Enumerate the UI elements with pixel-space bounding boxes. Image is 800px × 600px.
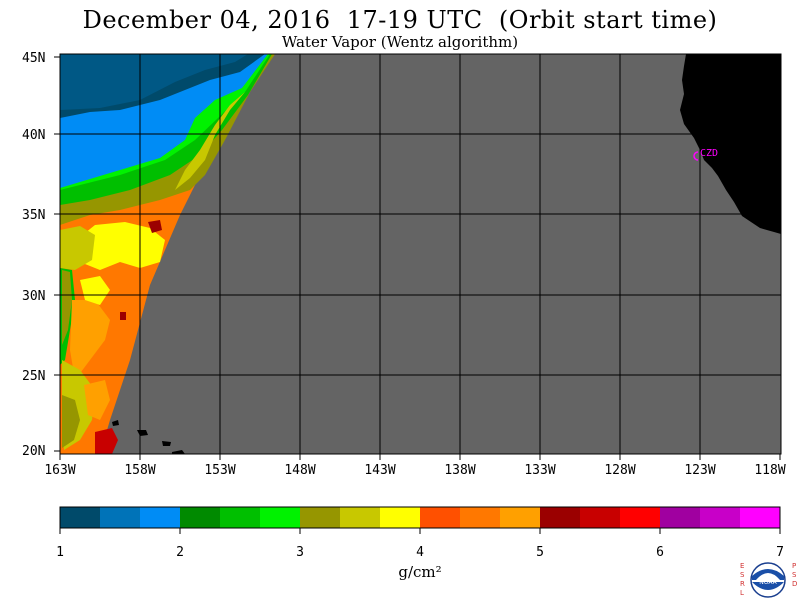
station-marker: [693, 151, 699, 161]
bird-icon: [756, 573, 780, 580]
map-frame: [59, 53, 782, 455]
esrl-letter: E: [740, 562, 744, 570]
lon-label: 133W: [524, 463, 555, 478]
lat-ticks: [54, 56, 60, 452]
lat-label: 20N: [22, 444, 45, 459]
psd-letter: D: [792, 580, 797, 588]
noaa-logo: E S R L NOAA P S D: [740, 562, 797, 598]
colorbar-labels: 1 2 3 4 5 6 7: [56, 545, 784, 560]
colorbar-tick-label: 4: [416, 545, 424, 560]
colorbar-swatch: [700, 507, 741, 528]
map-subtitle: Water Vapor (Wentz algorithm): [281, 33, 519, 51]
lon-label: 163W: [44, 463, 75, 478]
lon-label: 158W: [124, 463, 155, 478]
esrl-letter: L: [740, 589, 744, 597]
noaa-emblem-text: NOAA: [759, 579, 777, 586]
colorbar-swatch: [180, 507, 221, 528]
lat-label: 45N: [22, 51, 45, 66]
colorbar-tick-label: 6: [656, 545, 664, 560]
land-mass: [680, 54, 781, 234]
lat-label: 40N: [22, 128, 45, 143]
colorbar-swatch: [380, 507, 421, 528]
colorbar-tick-label: 5: [536, 545, 544, 560]
lon-label: 123W: [684, 463, 715, 478]
colorbar-tick-label: 7: [776, 545, 784, 560]
colorbar-swatch: [340, 507, 381, 528]
colorbar-swatch: [300, 507, 341, 528]
lon-label: 148W: [284, 463, 315, 478]
colorbar-tick-label: 1: [56, 545, 64, 560]
colorbar-swatch: [740, 507, 781, 528]
colorbar-swatch: [260, 507, 301, 528]
colorbar-swatch: [460, 507, 501, 528]
station-label: CZD: [700, 148, 718, 159]
water-vapor-swath: [60, 54, 275, 454]
lat-label: 25N: [22, 369, 45, 384]
colorbar: [60, 507, 781, 528]
map-grid: [60, 54, 781, 454]
lon-label: 128W: [604, 463, 635, 478]
colorbar-swatch: [660, 507, 701, 528]
lon-ticks: [59, 454, 781, 460]
psd-letter: S: [792, 571, 797, 579]
colorbar-swatch: [100, 507, 141, 528]
colorbar-swatch: [540, 507, 581, 528]
esrl-letter: S: [740, 571, 745, 579]
colorbar-swatch: [500, 507, 541, 528]
lon-label: 143W: [364, 463, 395, 478]
colorbar-swatch: [60, 507, 101, 528]
colorbar-swatch: [620, 507, 661, 528]
lat-label: 35N: [22, 208, 45, 223]
colorbar-tick-label: 2: [176, 545, 184, 560]
colorbar-swatch: [220, 507, 261, 528]
lon-label: 118W: [754, 463, 785, 478]
colorbar-swatch: [420, 507, 461, 528]
longitude-labels: 163W 158W 153W 148W 143W 138W 133W 128W …: [44, 463, 785, 478]
colorbar-units: g/cm²: [398, 563, 441, 581]
esrl-letter: R: [740, 580, 745, 588]
lat-label: 30N: [22, 289, 45, 304]
colorbar-swatch: [140, 507, 181, 528]
noaa-emblem-sea: [752, 582, 784, 590]
psd-letter: P: [792, 562, 796, 570]
latitude-labels: 45N 40N 35N 30N 25N 20N: [22, 51, 45, 459]
colorbar-tick-label: 3: [296, 545, 304, 560]
lon-label: 138W: [444, 463, 475, 478]
map-area: CZD: [60, 54, 781, 454]
colorbar-swatch: [580, 507, 621, 528]
colorbar-ticks: [59, 528, 781, 534]
lon-label: 153W: [204, 463, 235, 478]
map-title: December 04, 2016 17-19 UTC (Orbit start…: [82, 6, 718, 34]
